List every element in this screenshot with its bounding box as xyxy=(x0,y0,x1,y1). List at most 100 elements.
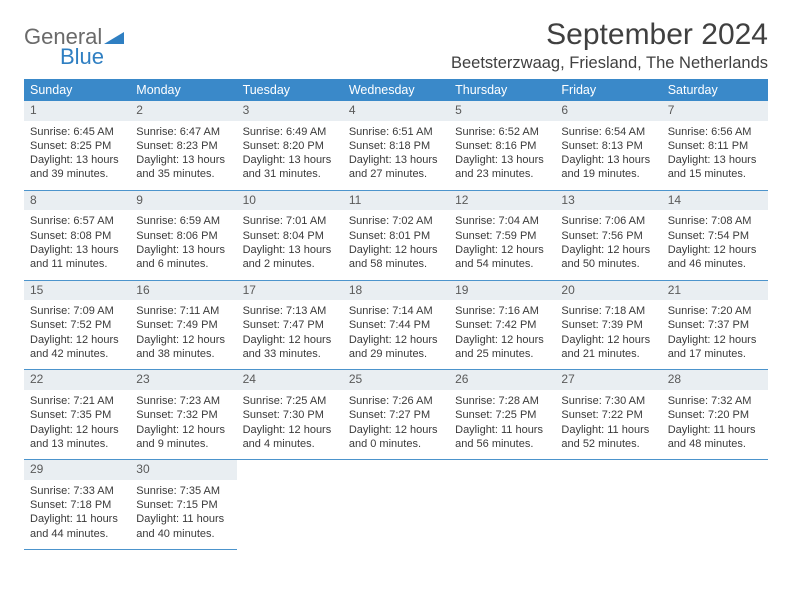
sunset-text: Sunset: 8:23 PM xyxy=(136,139,230,153)
location: Beetsterzwaag, Friesland, The Netherland… xyxy=(451,54,768,73)
day-number: 20 xyxy=(555,280,661,300)
day-number: 3 xyxy=(237,101,343,121)
sunset-text: Sunset: 8:20 PM xyxy=(243,139,337,153)
day-detail: Sunrise: 7:08 AMSunset: 7:54 PMDaylight:… xyxy=(662,210,768,280)
day-detail xyxy=(662,480,768,550)
page-title: September 2024 xyxy=(451,18,768,52)
daylight-text: Daylight: 13 hours and 11 minutes. xyxy=(30,243,124,272)
sunrise-text: Sunrise: 6:59 AM xyxy=(136,214,230,228)
day-detail xyxy=(449,480,555,550)
day-number: 25 xyxy=(343,370,449,390)
day-number: 28 xyxy=(662,370,768,390)
col-tuesday: Tuesday xyxy=(237,79,343,101)
daylight-text: Daylight: 12 hours and 4 minutes. xyxy=(243,423,337,452)
sunrise-text: Sunrise: 7:09 AM xyxy=(30,304,124,318)
day-number: 15 xyxy=(24,280,130,300)
sunrise-text: Sunrise: 6:47 AM xyxy=(136,125,230,139)
col-sunday: Sunday xyxy=(24,79,130,101)
daylight-text: Daylight: 11 hours and 52 minutes. xyxy=(561,423,655,452)
sunrise-text: Sunrise: 7:02 AM xyxy=(349,214,443,228)
daylight-text: Daylight: 11 hours and 56 minutes. xyxy=(455,423,549,452)
sunrise-text: Sunrise: 6:52 AM xyxy=(455,125,549,139)
day-detail: Sunrise: 7:13 AMSunset: 7:47 PMDaylight:… xyxy=(237,300,343,370)
day-detail: Sunrise: 7:09 AMSunset: 7:52 PMDaylight:… xyxy=(24,300,130,370)
sunrise-text: Sunrise: 7:06 AM xyxy=(561,214,655,228)
sunset-text: Sunset: 7:32 PM xyxy=(136,408,230,422)
sunrise-text: Sunrise: 7:21 AM xyxy=(30,394,124,408)
day-number: 12 xyxy=(449,190,555,210)
day-detail: Sunrise: 6:54 AMSunset: 8:13 PMDaylight:… xyxy=(555,121,661,191)
sunrise-text: Sunrise: 6:54 AM xyxy=(561,125,655,139)
daylight-text: Daylight: 12 hours and 54 minutes. xyxy=(455,243,549,272)
day-detail: Sunrise: 6:47 AMSunset: 8:23 PMDaylight:… xyxy=(130,121,236,191)
sunrise-text: Sunrise: 7:28 AM xyxy=(455,394,549,408)
sunset-text: Sunset: 8:18 PM xyxy=(349,139,443,153)
day-detail: Sunrise: 7:30 AMSunset: 7:22 PMDaylight:… xyxy=(555,390,661,460)
detail-row: Sunrise: 6:57 AMSunset: 8:08 PMDaylight:… xyxy=(24,210,768,280)
sunset-text: Sunset: 8:16 PM xyxy=(455,139,549,153)
sunrise-text: Sunrise: 7:20 AM xyxy=(668,304,762,318)
day-number: 18 xyxy=(343,280,449,300)
weekday-header-row: Sunday Monday Tuesday Wednesday Thursday… xyxy=(24,79,768,101)
daylight-text: Daylight: 12 hours and 33 minutes. xyxy=(243,333,337,362)
sunset-text: Sunset: 7:56 PM xyxy=(561,229,655,243)
day-number: 19 xyxy=(449,280,555,300)
day-number xyxy=(343,460,449,480)
sunrise-text: Sunrise: 7:30 AM xyxy=(561,394,655,408)
day-detail: Sunrise: 6:56 AMSunset: 8:11 PMDaylight:… xyxy=(662,121,768,191)
day-number: 29 xyxy=(24,460,130,480)
daylight-text: Daylight: 13 hours and 27 minutes. xyxy=(349,153,443,182)
sunrise-text: Sunrise: 7:16 AM xyxy=(455,304,549,318)
day-number: 6 xyxy=(555,101,661,121)
sunset-text: Sunset: 8:08 PM xyxy=(30,229,124,243)
logo: General Blue xyxy=(24,24,144,68)
day-detail: Sunrise: 6:45 AMSunset: 8:25 PMDaylight:… xyxy=(24,121,130,191)
sunrise-text: Sunrise: 6:57 AM xyxy=(30,214,124,228)
day-detail: Sunrise: 7:16 AMSunset: 7:42 PMDaylight:… xyxy=(449,300,555,370)
day-number xyxy=(237,460,343,480)
daylight-text: Daylight: 13 hours and 6 minutes. xyxy=(136,243,230,272)
logo-triangle-icon xyxy=(104,28,124,49)
col-thursday: Thursday xyxy=(449,79,555,101)
sunset-text: Sunset: 8:04 PM xyxy=(243,229,337,243)
day-detail: Sunrise: 7:04 AMSunset: 7:59 PMDaylight:… xyxy=(449,210,555,280)
daylight-text: Daylight: 13 hours and 2 minutes. xyxy=(243,243,337,272)
daylight-text: Daylight: 13 hours and 39 minutes. xyxy=(30,153,124,182)
day-detail: Sunrise: 7:32 AMSunset: 7:20 PMDaylight:… xyxy=(662,390,768,460)
sunrise-text: Sunrise: 7:26 AM xyxy=(349,394,443,408)
daylight-text: Daylight: 11 hours and 48 minutes. xyxy=(668,423,762,452)
day-detail: Sunrise: 7:26 AMSunset: 7:27 PMDaylight:… xyxy=(343,390,449,460)
sunset-text: Sunset: 7:25 PM xyxy=(455,408,549,422)
day-detail: Sunrise: 6:49 AMSunset: 8:20 PMDaylight:… xyxy=(237,121,343,191)
sunrise-text: Sunrise: 7:08 AM xyxy=(668,214,762,228)
day-number: 16 xyxy=(130,280,236,300)
daylight-text: Daylight: 13 hours and 23 minutes. xyxy=(455,153,549,182)
daylight-text: Daylight: 12 hours and 0 minutes. xyxy=(349,423,443,452)
sunset-text: Sunset: 7:20 PM xyxy=(668,408,762,422)
sunset-text: Sunset: 7:54 PM xyxy=(668,229,762,243)
daylight-text: Daylight: 13 hours and 19 minutes. xyxy=(561,153,655,182)
day-detail: Sunrise: 7:25 AMSunset: 7:30 PMDaylight:… xyxy=(237,390,343,460)
sunset-text: Sunset: 7:30 PM xyxy=(243,408,337,422)
daylight-text: Daylight: 12 hours and 38 minutes. xyxy=(136,333,230,362)
day-detail xyxy=(343,480,449,550)
day-number: 26 xyxy=(449,370,555,390)
daylight-text: Daylight: 13 hours and 31 minutes. xyxy=(243,153,337,182)
daynum-row: 1234567 xyxy=(24,101,768,121)
day-number: 23 xyxy=(130,370,236,390)
daylight-text: Daylight: 12 hours and 58 minutes. xyxy=(349,243,443,272)
day-number: 24 xyxy=(237,370,343,390)
sunrise-text: Sunrise: 7:01 AM xyxy=(243,214,337,228)
daylight-text: Daylight: 13 hours and 15 minutes. xyxy=(668,153,762,182)
day-number: 14 xyxy=(662,190,768,210)
daynum-row: 2930 xyxy=(24,460,768,480)
sunset-text: Sunset: 7:35 PM xyxy=(30,408,124,422)
day-detail xyxy=(555,480,661,550)
day-number: 7 xyxy=(662,101,768,121)
day-number: 30 xyxy=(130,460,236,480)
day-detail: Sunrise: 7:21 AMSunset: 7:35 PMDaylight:… xyxy=(24,390,130,460)
sunset-text: Sunset: 7:44 PM xyxy=(349,318,443,332)
day-detail: Sunrise: 6:51 AMSunset: 8:18 PMDaylight:… xyxy=(343,121,449,191)
sunset-text: Sunset: 8:11 PM xyxy=(668,139,762,153)
detail-row: Sunrise: 7:21 AMSunset: 7:35 PM Daylight:… xyxy=(24,390,768,460)
